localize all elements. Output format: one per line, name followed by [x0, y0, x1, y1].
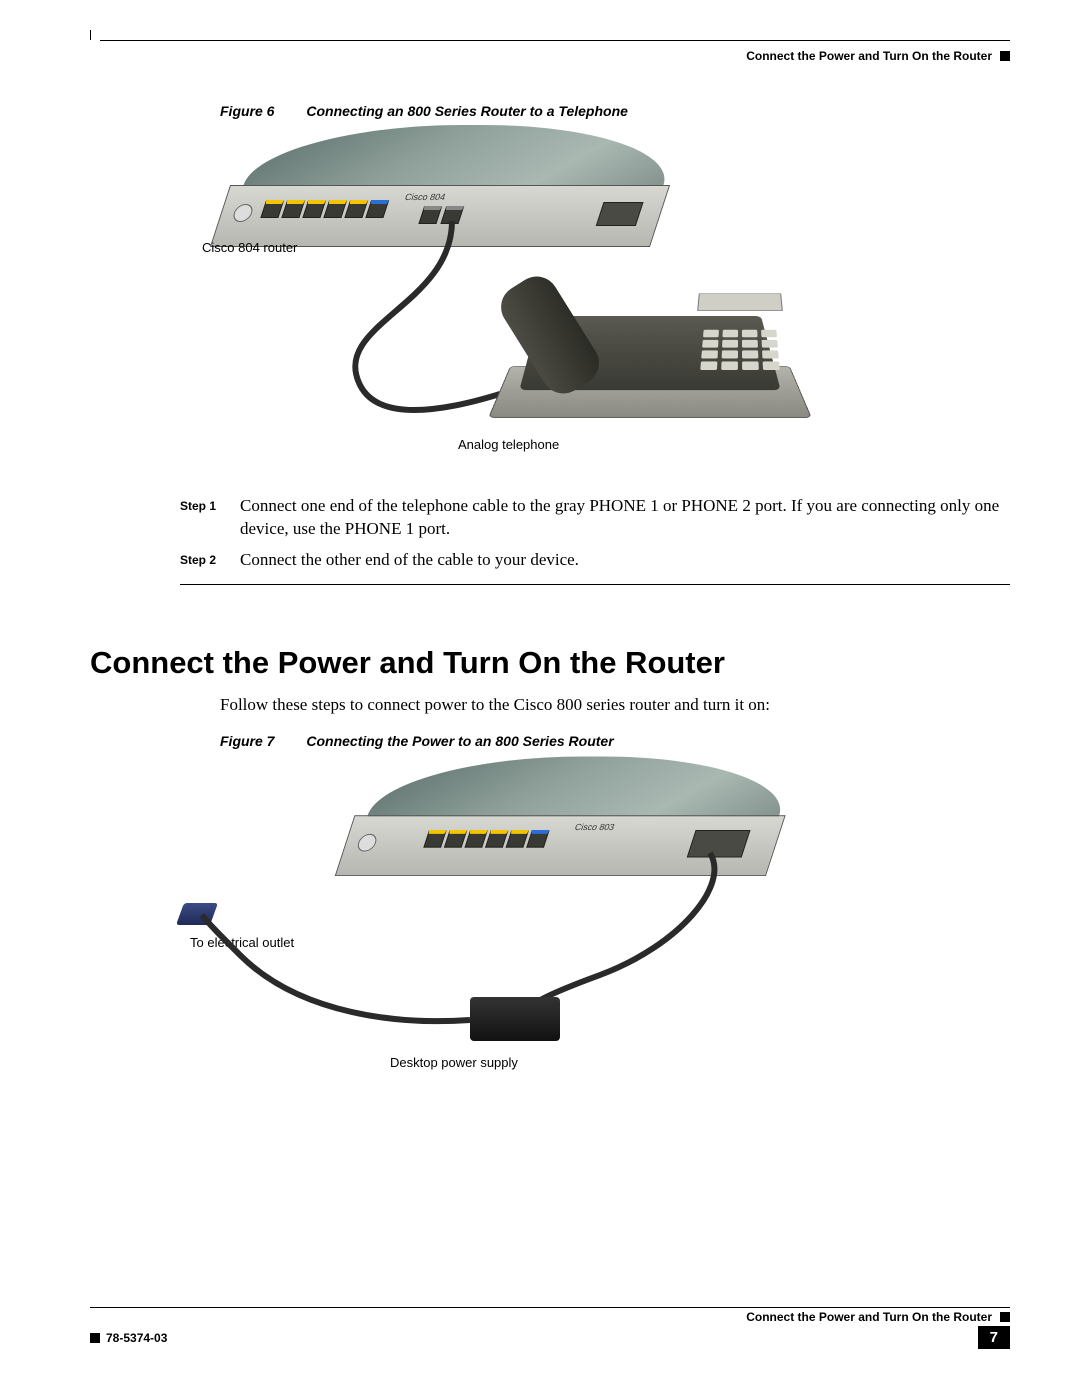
- port-icon: [444, 830, 467, 848]
- footer-row-2: 78-5374-03 7: [90, 1326, 1010, 1349]
- ethernet-ports: [423, 830, 549, 848]
- telephone-graphic: [500, 275, 800, 455]
- power-supply-icon: [470, 997, 560, 1041]
- key-icon: [742, 350, 758, 358]
- wall-plug-icon: [176, 903, 218, 925]
- step2-text: Connect the other end of the cable to yo…: [240, 549, 1000, 572]
- phone-keypad: [700, 330, 780, 370]
- key-icon: [702, 340, 718, 348]
- doc-number: 78-5374-03: [90, 1331, 167, 1345]
- figure7-label: Figure 7: [220, 733, 274, 749]
- section-heading: Connect the Power and Turn On the Router: [90, 645, 1010, 681]
- key-icon: [762, 350, 779, 358]
- phone-screen: [697, 293, 783, 310]
- key-icon: [742, 361, 759, 370]
- step1-text: Connect one end of the telephone cable t…: [240, 495, 1000, 541]
- key-icon: [700, 361, 717, 370]
- figure6-illustration: Cisco 804 Cisco 804 router: [220, 125, 1010, 465]
- key-icon: [742, 340, 758, 348]
- step2-label: Step 2: [180, 549, 240, 572]
- port-icon: [302, 200, 326, 218]
- section-intro: Follow these steps to connect power to t…: [220, 695, 1010, 715]
- key-icon: [722, 350, 738, 358]
- footer-rule: [90, 1307, 1010, 1308]
- ethernet-ports: [260, 200, 389, 218]
- key-icon: [722, 330, 738, 337]
- port-icon: [260, 200, 284, 218]
- key-icon: [722, 340, 738, 348]
- phone-ports: [418, 206, 464, 224]
- page-number: 7: [978, 1326, 1010, 1349]
- figure7-callout-psu: Desktop power supply: [390, 1055, 518, 1070]
- port-icon: [344, 200, 368, 218]
- footer-title: Connect the Power and Turn On the Router: [90, 1310, 1010, 1324]
- footer-row-1: Connect the Power and Turn On the Router: [90, 1310, 1010, 1324]
- crop-tick: [90, 30, 91, 40]
- key-icon: [703, 330, 719, 337]
- port-icon: [323, 200, 347, 218]
- key-icon: [742, 330, 758, 337]
- port-icon: [423, 830, 446, 848]
- figure7-illustration: Cisco 803 To electrical outlet Desktop p…: [170, 755, 1010, 1085]
- key-icon: [763, 361, 780, 370]
- figure7-callout-outlet: To electrical outlet: [190, 935, 294, 950]
- figure6-label: Figure 6: [220, 103, 274, 119]
- running-header-text: Connect the Power and Turn On the Router: [746, 49, 992, 63]
- figure7-caption: Figure 7 Connecting the Power to an 800 …: [220, 733, 1010, 749]
- key-icon: [701, 350, 718, 358]
- cisco-logo-icon: [231, 204, 255, 222]
- footer-title-text: Connect the Power and Turn On the Router: [746, 1310, 992, 1324]
- port-icon: [365, 200, 389, 218]
- key-icon: [761, 330, 777, 337]
- figure6-title: Connecting an 800 Series Router to a Tel…: [306, 103, 628, 119]
- page-footer: Connect the Power and Turn On the Router…: [90, 1307, 1010, 1349]
- key-icon: [721, 361, 738, 370]
- power-jack-icon: [687, 830, 751, 857]
- port-icon: [506, 830, 529, 848]
- port-icon: [418, 206, 442, 224]
- figure6-callout-router: Cisco 804 router: [202, 240, 297, 255]
- page: Connect the Power and Turn On the Router…: [0, 0, 1080, 1397]
- router-graphic-2: Cisco 803: [345, 756, 796, 903]
- ac-cable-icon: [202, 915, 470, 1021]
- running-header: Connect the Power and Turn On the Router: [90, 49, 1010, 63]
- router-model-label-2: Cisco 803: [573, 822, 615, 832]
- step-row: Step 1 Connect one end of the telephone …: [180, 495, 1000, 541]
- key-icon: [762, 340, 778, 348]
- port-icon: [440, 206, 464, 224]
- port-icon: [465, 830, 488, 848]
- figure6-steps: Step 1 Connect one end of the telephone …: [180, 495, 1000, 572]
- figure6-callout-phone: Analog telephone: [458, 437, 559, 452]
- port-icon: [485, 830, 508, 848]
- router-front-face: Cisco 803: [335, 815, 786, 876]
- cisco-logo-icon: [355, 834, 378, 852]
- steps-end-rule: [180, 584, 1010, 585]
- power-block-icon: [596, 202, 644, 226]
- figure7-title: Connecting the Power to an 800 Series Ro…: [306, 733, 613, 749]
- figure6-caption: Figure 6 Connecting an 800 Series Router…: [220, 103, 1010, 119]
- step1-label: Step 1: [180, 495, 240, 541]
- port-icon: [526, 830, 549, 848]
- port-icon: [281, 200, 305, 218]
- router-front-face: Cisco 804: [210, 185, 670, 247]
- top-rule: [100, 40, 1010, 41]
- step-row: Step 2 Connect the other end of the cabl…: [180, 549, 1000, 572]
- router-model-label: Cisco 804: [404, 192, 447, 202]
